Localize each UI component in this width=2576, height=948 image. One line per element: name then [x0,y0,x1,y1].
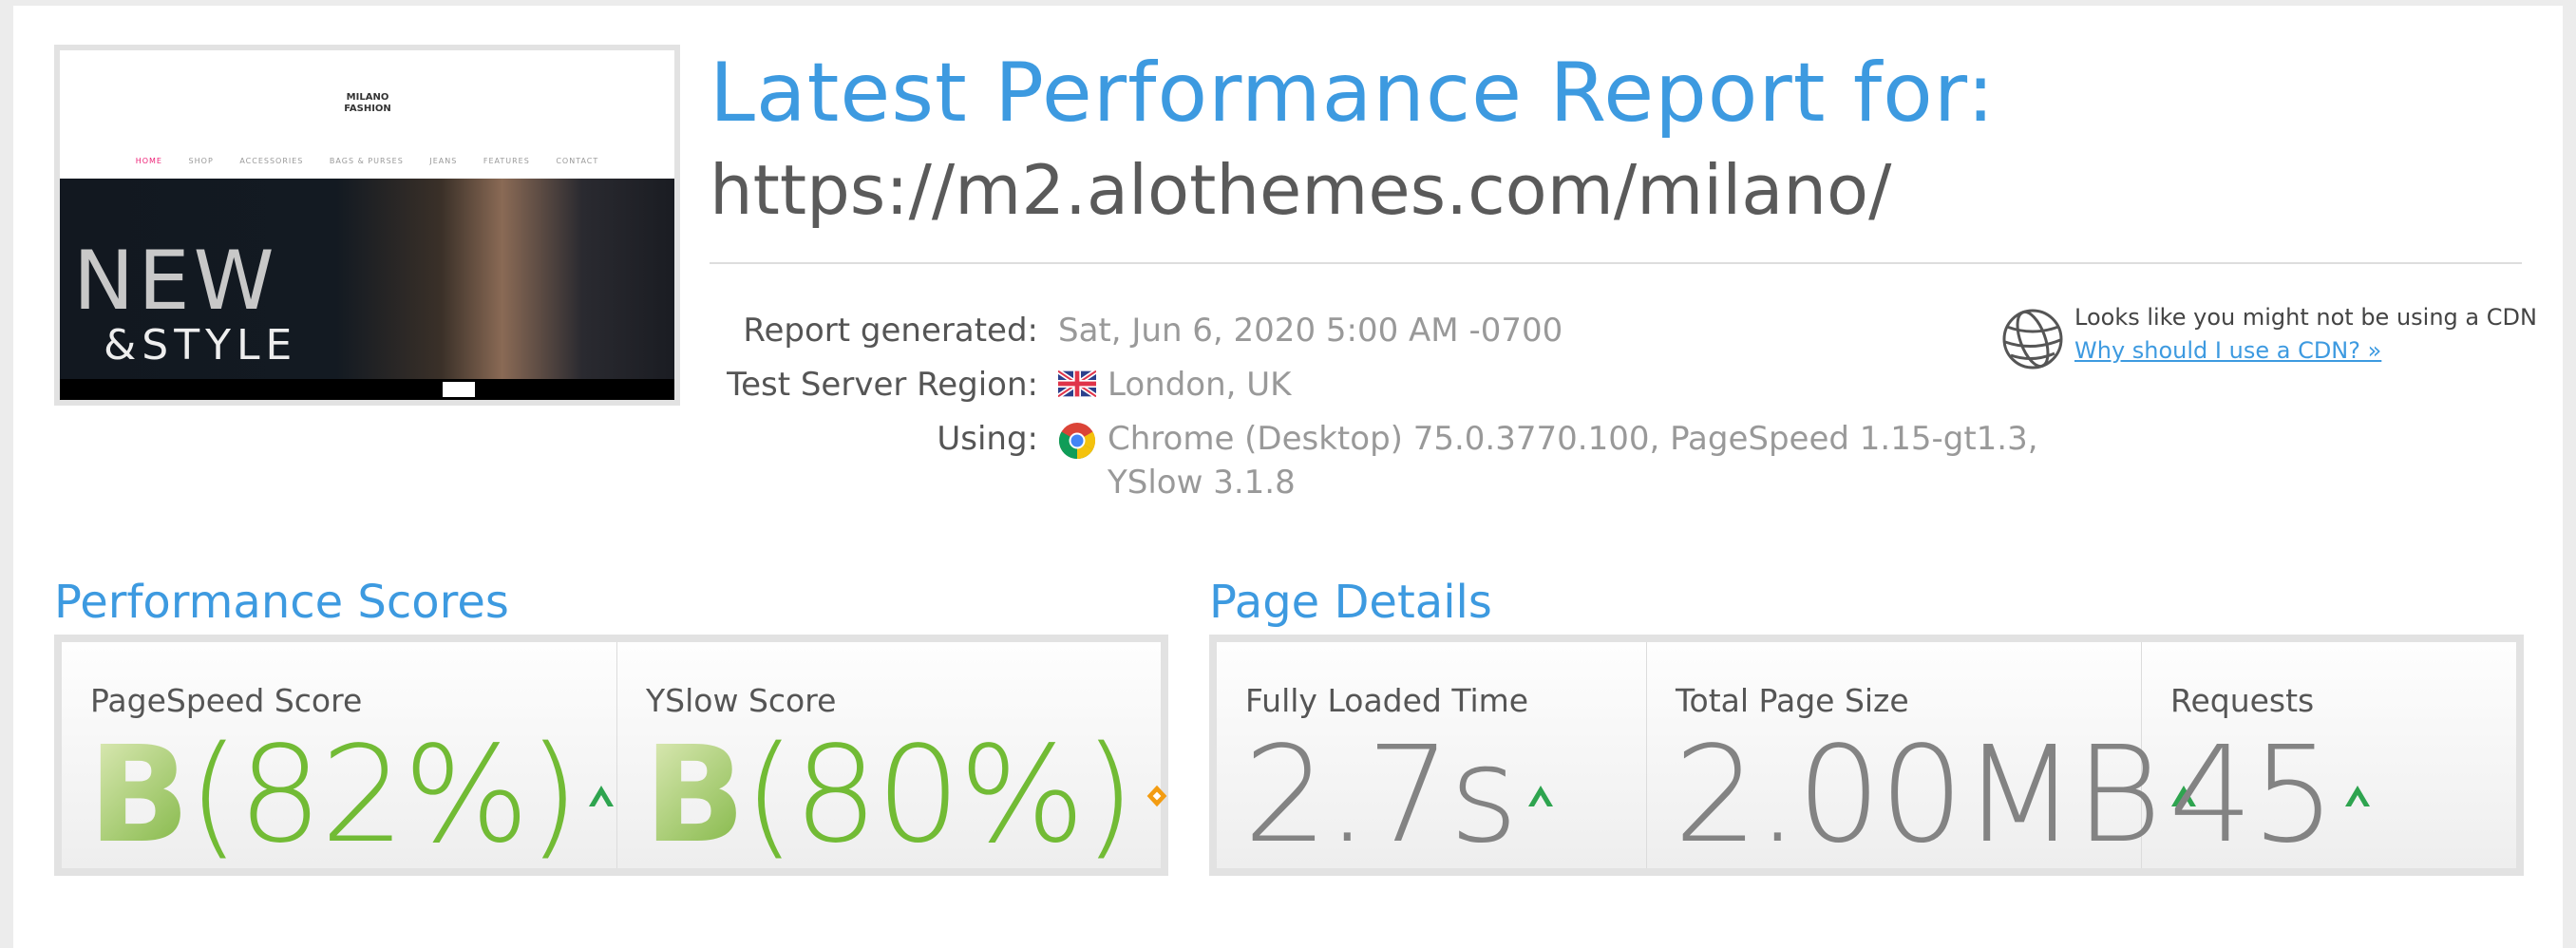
fully-loaded-time-card[interactable]: Fully Loaded Time 2.7s [1217,642,1647,868]
total-page-size-label: Total Page Size [1676,682,1909,719]
pagespeed-score-label: PageSpeed Score [90,682,363,719]
thumb-hero-line1: NEW [73,234,278,329]
page-details-heading: Page Details [1209,576,1492,629]
report-url: https://m2.alothemes.com/milano/ [710,150,1892,230]
requests-value: 45 [2169,718,2336,873]
yslow-score-label: YSlow Score [646,682,837,719]
site-screenshot-thumbnail: MILANO FASHION HOME SHOP ACCESSORIES BAG… [54,45,680,406]
yslow-score-card[interactable]: YSlow Score B(80%) [617,642,1167,868]
fully-loaded-time-value: 2.7s [1243,718,1519,873]
thumb-topbar [60,50,674,79]
region-label: Test Server Region: [727,366,1038,404]
pagespeed-grade: B [88,718,190,873]
thumb-nav-item: ACCESSORIES [239,157,304,165]
thumb-nav-item: FEATURES [483,157,530,165]
report-page: MILANO FASHION HOME SHOP ACCESSORIES BAG… [13,6,2563,948]
thumb-hero: NEW &STYLE [60,179,674,400]
thumb-nav-item: HOME [135,157,162,165]
fully-loaded-time-label: Fully Loaded Time [1245,682,1529,719]
divider [710,262,2522,264]
trend-neutral-icon [1146,786,1167,807]
performance-scores-heading: Performance Scores [54,576,509,629]
thumb-nav-item: CONTACT [556,157,599,165]
yslow-grade: B [644,718,746,873]
thumb-nav-item: JEANS [429,157,458,165]
report-generated-value: Sat, Jun 6, 2020 5:00 AM -0700 [1058,312,1563,350]
thumb-nav-item: BAGS & PURSES [329,157,404,165]
requests-label: Requests [2170,682,2315,719]
requests-card[interactable]: Requests 45 [2142,642,2516,868]
globe-icon [2002,309,2063,370]
using-value: Chrome (Desktop) 75.0.3770.100, PageSpee… [1108,420,2038,458]
using-label: Using: [937,420,1038,458]
trend-up-icon [1527,786,1553,807]
thumb-cookie-bar [60,379,674,400]
performance-scores-panel: PageSpeed Score B(82%) YSlow Score B(80%… [54,635,1168,876]
page-details-panel: Fully Loaded Time 2.7s Total Page Size 2… [1209,635,2524,876]
pagespeed-percent: (82%) [187,718,579,873]
thumb-nav: HOME SHOP ACCESSORIES BAGS & PURSES JEAN… [60,157,674,165]
trend-up-icon [2171,786,2197,807]
yslow-percent: (80%) [743,718,1135,873]
page-title: Latest Performance Report for: [710,46,1996,141]
total-page-size-card[interactable]: Total Page Size 2.00MB [1647,642,2197,868]
total-page-size-value: 2.00MB [1674,718,2162,873]
cdn-warning: Looks like you might not be using a CDN [2074,304,2537,331]
pagespeed-score-card[interactable]: PageSpeed Score B(82%) [62,642,617,868]
using-value-line2: YSlow 3.1.8 [1108,464,1296,502]
thumb-hero-line2: &STYLE [104,321,298,370]
chrome-icon [1058,423,1096,460]
thumb-logo: MILANO FASHION [344,92,391,114]
region-value: London, UK [1108,366,1292,404]
uk-flag-icon [1058,370,1096,397]
why-cdn-link[interactable]: Why should I use a CDN? » [2074,337,2382,364]
report-generated-label: Report generated: [743,312,1038,350]
trend-up-icon [589,786,615,807]
thumb-nav-item: SHOP [188,157,214,165]
trend-up-icon [2345,786,2371,807]
